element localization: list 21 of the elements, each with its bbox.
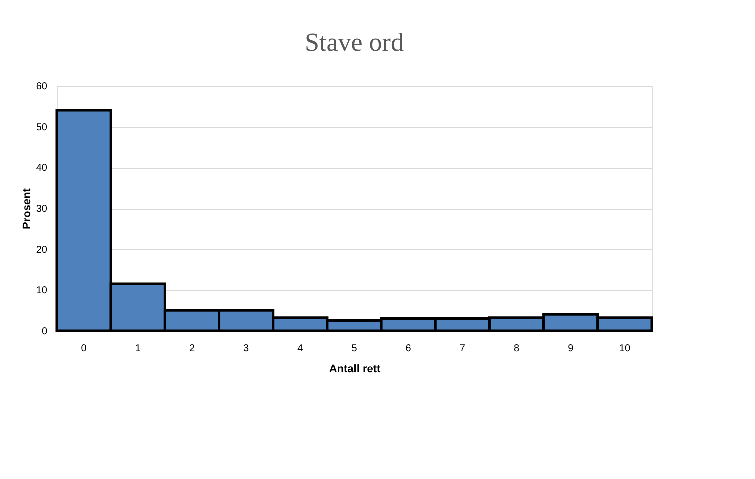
x-tick-label: 10 [619, 344, 631, 354]
x-tick-label: 6 [406, 344, 412, 354]
x-tick-label: 0 [81, 344, 88, 354]
y-tick-label: 40 [36, 163, 48, 174]
x-tick-label: 3 [244, 344, 250, 354]
x-tick-label: 8 [514, 344, 520, 354]
x-tick-label: 2 [189, 344, 196, 354]
x-tick-label: 7 [460, 344, 466, 354]
y-axis-title: Prosent [21, 188, 34, 230]
y-tick-label: 20 [36, 244, 48, 256]
y-tick-label: 30 [36, 204, 48, 215]
x-tick-label: 9 [568, 344, 574, 354]
x-tick-label: 5 [352, 344, 358, 354]
y-tick-label: 10 [36, 286, 48, 297]
x-tick-label: 4 [298, 344, 304, 354]
y-tick-label: 50 [36, 122, 48, 134]
chart-title: Stave ord [305, 28, 404, 57]
y-tick-label: 0 [42, 326, 48, 338]
x-axis-title: Antall rett [329, 364, 381, 376]
x-tick-label: 1 [135, 344, 142, 354]
y-tick-label: 60 [36, 82, 48, 92]
